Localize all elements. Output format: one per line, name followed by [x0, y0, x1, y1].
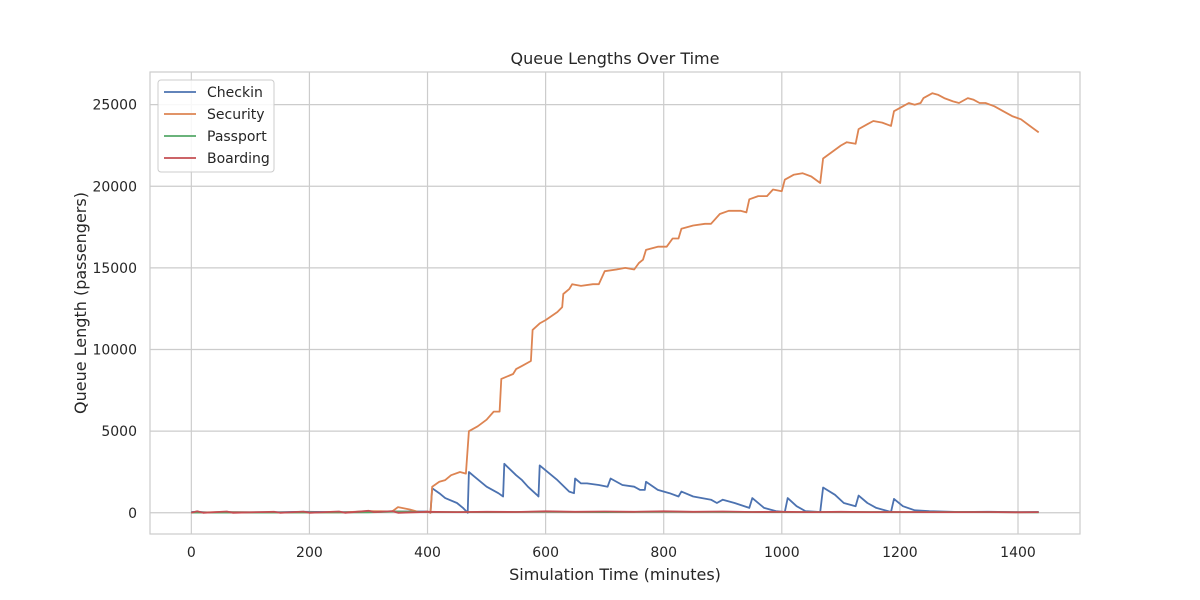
series-lines — [191, 92, 1040, 514]
x-tick-label: 400 — [414, 545, 441, 561]
y-tick-label: 20000 — [92, 179, 137, 195]
x-tick-label: 800 — [650, 545, 677, 561]
grid-lines — [150, 72, 1080, 534]
legend: Checkin Security Passport Boarding — [157, 79, 275, 173]
y-axis-title: Queue Length (passengers) — [71, 192, 90, 414]
x-tick-label: 200 — [296, 545, 323, 561]
legend-label-security: Security — [207, 107, 265, 123]
legend-label-passport: Passport — [207, 129, 267, 145]
chart-title: Queue Lengths Over Time — [511, 49, 720, 68]
x-tick-label: 600 — [532, 545, 559, 561]
x-tick-labels: 0 200 400 600 800 1000 1200 1400 — [187, 545, 1036, 561]
y-tick-label: 0 — [128, 506, 137, 522]
x-tick-label: 1400 — [1000, 545, 1036, 561]
legend-box — [157, 79, 275, 173]
series-line-checkin — [191, 462, 1039, 514]
x-tick-label: 1200 — [882, 545, 918, 561]
legend-label-boarding: Boarding — [207, 151, 270, 167]
legend-label-checkin: Checkin — [207, 85, 263, 101]
y-tick-labels: 0 5000 10000 15000 20000 25000 — [92, 98, 137, 522]
y-tick-label: 10000 — [92, 343, 137, 359]
x-axis-title: Simulation Time (minutes) — [509, 565, 721, 584]
series-line-security — [191, 92, 1040, 514]
x-tick-label: 0 — [187, 545, 196, 561]
y-tick-label: 15000 — [92, 261, 137, 277]
y-tick-label: 5000 — [101, 424, 137, 440]
plot-area — [149, 71, 1081, 535]
y-tick-label: 25000 — [92, 98, 137, 114]
series-line-boarding — [191, 509, 1039, 514]
x-tick-label: 1000 — [764, 545, 800, 561]
